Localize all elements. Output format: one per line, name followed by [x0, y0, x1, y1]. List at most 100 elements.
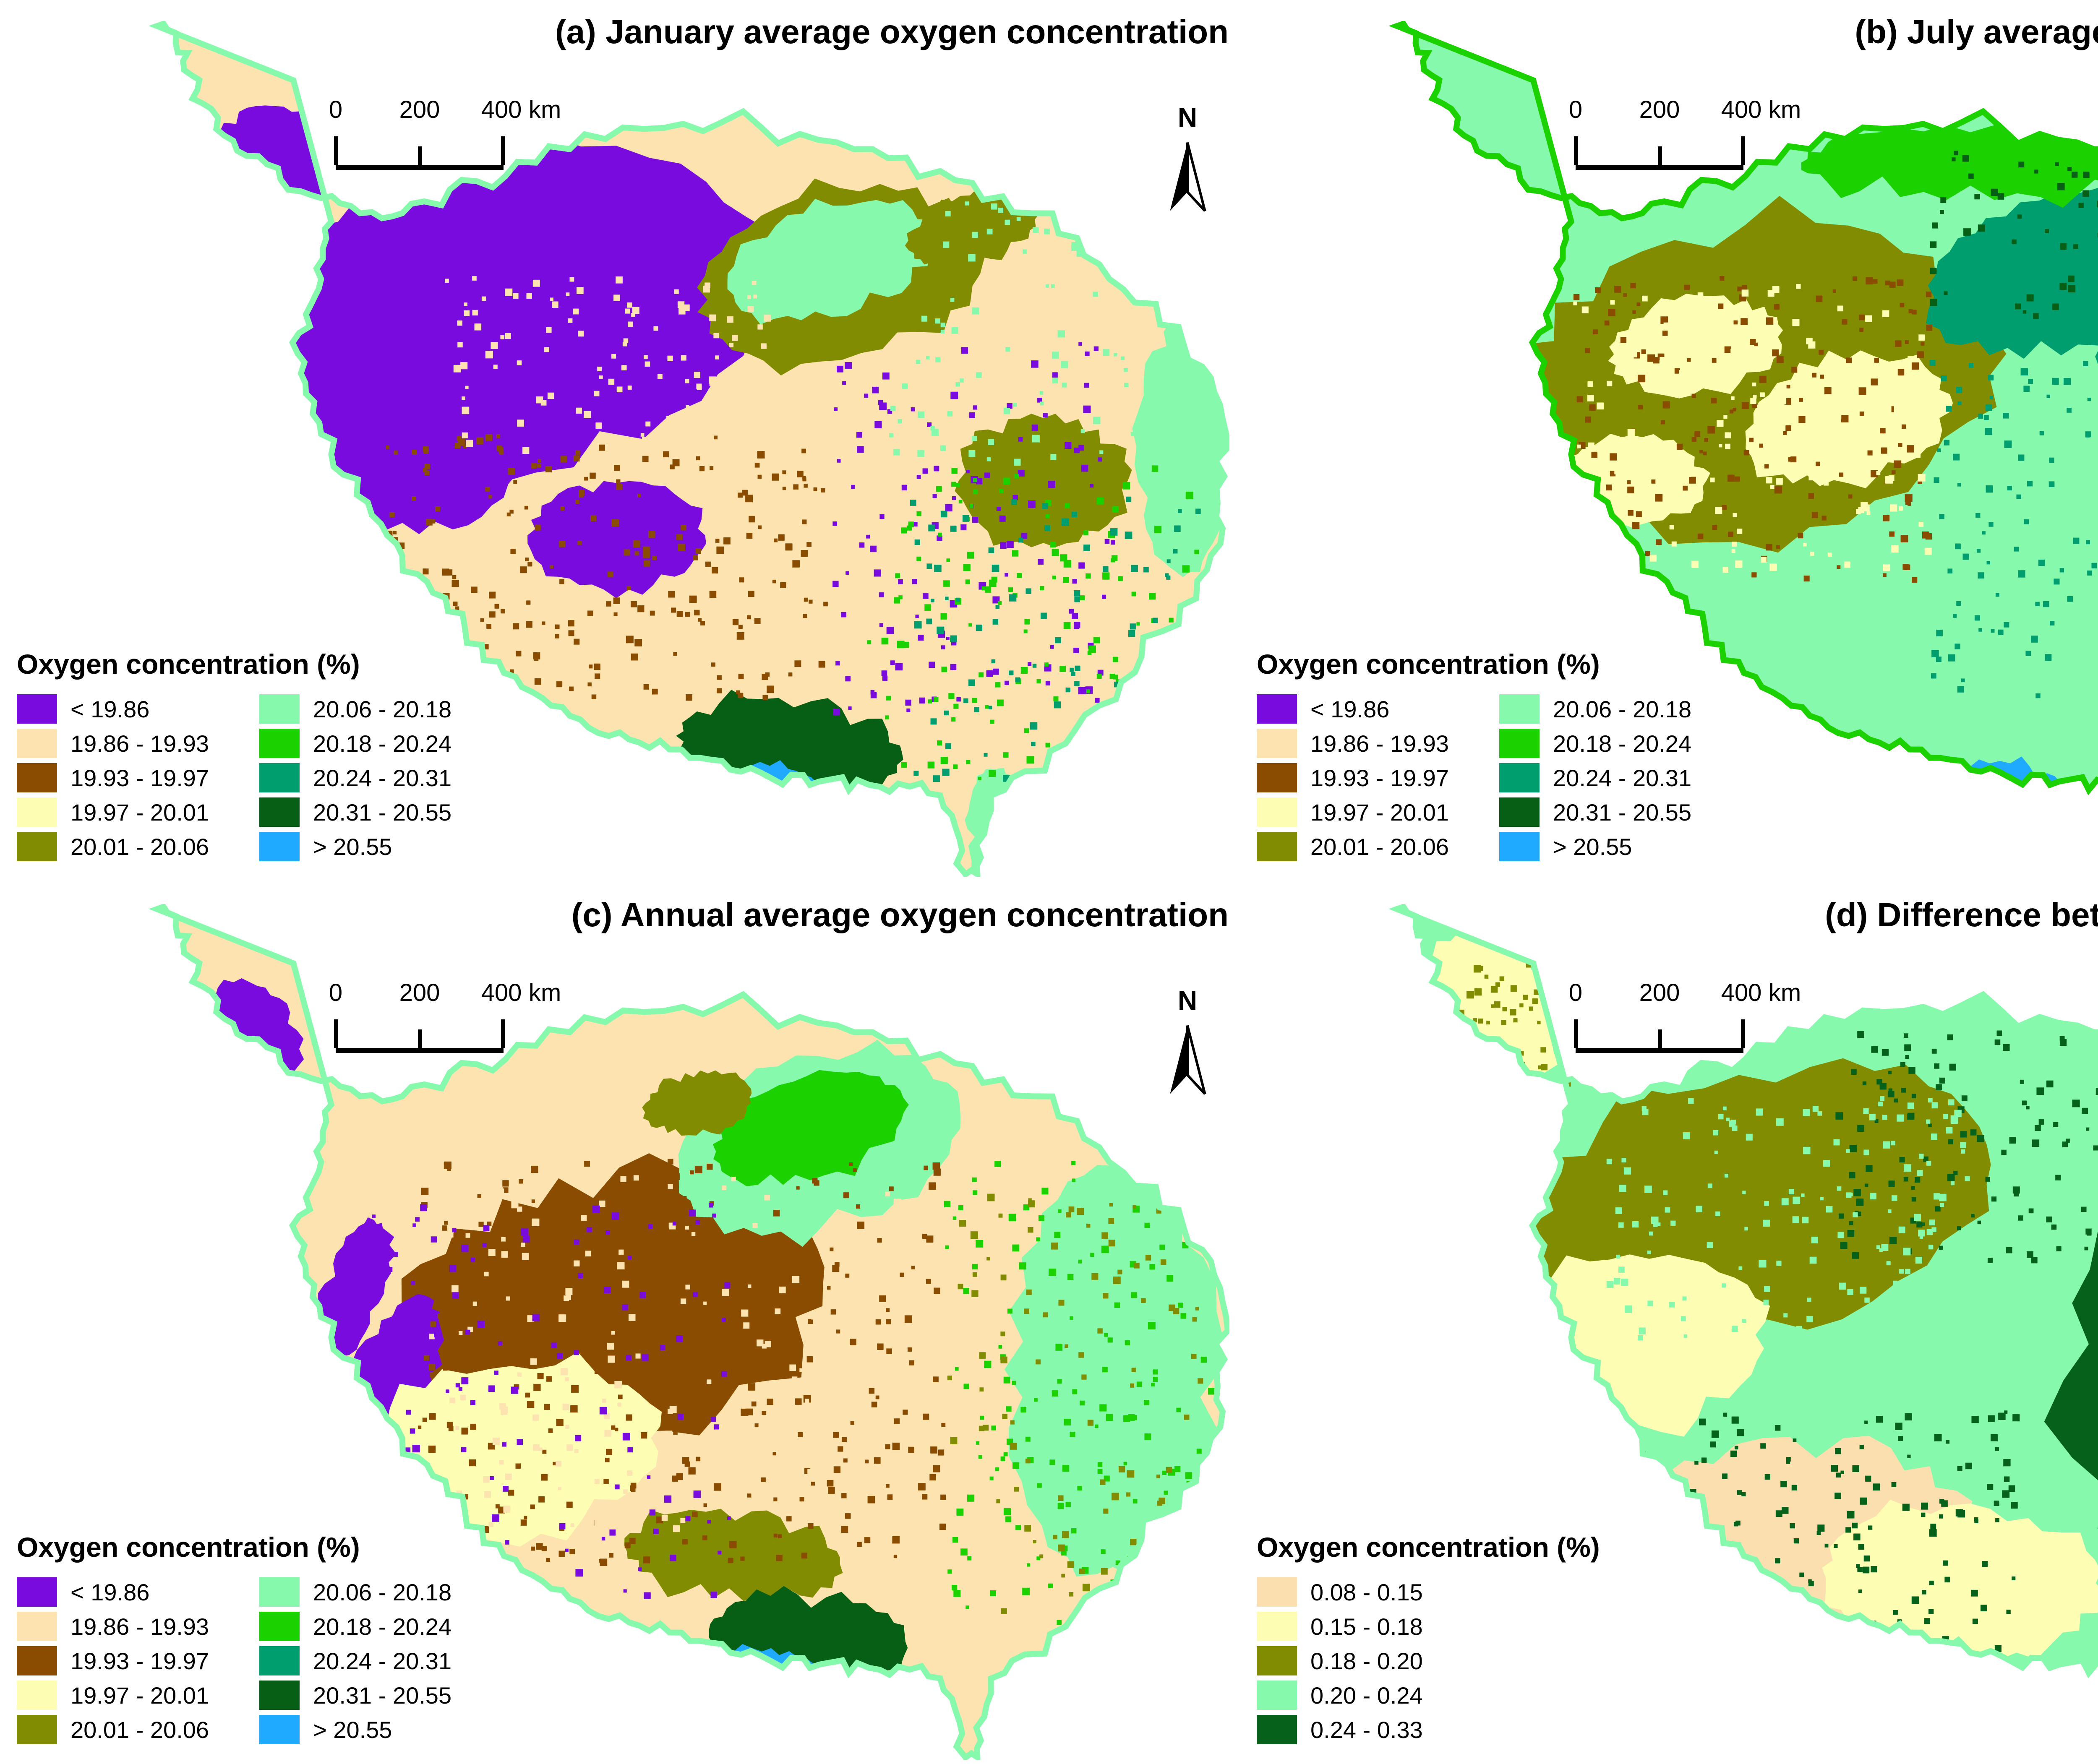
legend-row: 19.97 - 20.01	[17, 795, 209, 829]
scale-tick-label: 400	[481, 979, 522, 1006]
scale-tick-label: 200	[399, 96, 440, 123]
legend-row: > 20.55	[1499, 829, 1691, 864]
legend-row: 19.93 - 19.97	[17, 761, 209, 795]
north-arrow: N	[1156, 986, 1219, 1124]
plateau-rim	[1388, 904, 2098, 1678]
legend-row: 20.31 - 20.55	[1499, 795, 1691, 829]
scale-bar: 0 200 400 km	[327, 96, 587, 171]
legend-swatch	[1257, 1646, 1297, 1675]
legend-label: 20.01 - 20.06	[70, 833, 209, 860]
legend-row: 19.97 - 20.01	[1257, 795, 1449, 829]
legend-label: 0.08 - 0.15	[1310, 1579, 1423, 1605]
legend-row: 20.06 - 20.18	[259, 692, 451, 726]
panel-a: (a) January average oxygen concentration…	[0, 0, 1238, 881]
scale-tick-label: 400	[1721, 979, 1762, 1006]
legend-swatch	[1257, 1681, 1297, 1710]
legend-label: 20.01 - 20.06	[70, 1716, 209, 1743]
legend-swatch	[17, 797, 57, 827]
map-region-blob	[1132, 321, 1228, 577]
legend-row: > 20.55	[259, 829, 451, 864]
legend-label: 0.15 - 0.18	[1310, 1613, 1423, 1640]
legend-swatch	[259, 763, 300, 792]
legend-label: 0.20 - 0.24	[1310, 1682, 1423, 1709]
legend-label: 20.24 - 20.31	[1553, 764, 1692, 791]
legend: Oxygen concentration (%) < 19.86 19.86 - …	[17, 1531, 451, 1747]
legend-row: 20.31 - 20.55	[259, 795, 451, 829]
panel-b: (b) July average oxygen concentration 0 …	[1240, 0, 2098, 881]
north-label: N	[1177, 985, 1198, 1016]
legend-row: 19.93 - 19.97	[1257, 761, 1449, 795]
map-region-blob	[1608, 294, 1783, 399]
legend-entries: < 19.86 19.86 - 19.93 19.93 - 19.97 19.97 -…	[17, 1575, 451, 1747]
legend-row: 19.97 - 20.01	[17, 1678, 209, 1712]
legend: Oxygen concentration (%) 0.08 - 0.15 0.15…	[1257, 1531, 1600, 1747]
scale-unit-label: km	[1769, 979, 1801, 1006]
legend-swatch	[259, 832, 300, 861]
map-region-blob	[527, 481, 706, 598]
legend-row: 19.86 - 19.93	[17, 726, 209, 761]
legend: Oxygen concentration (%) < 19.86 19.86 - …	[1257, 648, 1691, 864]
legend-swatch	[259, 1577, 300, 1607]
legend-label: 19.97 - 20.01	[70, 1682, 209, 1709]
legend-label: 20.01 - 20.06	[1310, 833, 1449, 860]
legend-swatch	[1257, 832, 1297, 861]
plateau-rim	[149, 904, 1229, 1760]
legend-label: 0.18 - 0.20	[1310, 1647, 1423, 1674]
legend-row: 20.06 - 20.18	[1499, 692, 1691, 726]
panel-d-title: (d) Difference between July and January	[1825, 896, 2098, 933]
scale-unit-label: km	[529, 979, 561, 1006]
legend-row: 20.24 - 20.31	[1499, 761, 1691, 795]
legend-label: 20.06 - 20.18	[313, 696, 452, 722]
legend-swatch	[1499, 729, 1540, 758]
scale-tick-label: 400	[481, 96, 522, 123]
legend-label: 19.86 - 19.93	[1310, 730, 1449, 757]
map-region-blob	[1926, 182, 2098, 359]
legend-swatch	[259, 1612, 300, 1641]
panel-d: (d) Difference between July and January …	[1240, 883, 2098, 1764]
legend-label: > 20.55	[313, 1716, 392, 1743]
legend-swatch	[1499, 832, 1540, 861]
legend-swatch	[17, 729, 57, 758]
scale-bar: 0 200 400 km	[1567, 979, 1827, 1054]
scale-bar-line	[334, 1019, 505, 1053]
legend-row: 0.08 - 0.15	[1257, 1575, 1600, 1609]
panel-c: (c) Annual average oxygen concentration …	[0, 883, 1238, 1764]
map-region-blob	[955, 414, 1132, 547]
legend-row: 19.86 - 19.93	[17, 1609, 209, 1644]
legend-label: 20.06 - 20.18	[1553, 696, 1692, 722]
scale-tick-label: 400	[1721, 96, 1762, 123]
scale-bar: 0 200 400 km	[1567, 96, 1827, 171]
legend-row: 19.86 - 19.93	[1257, 726, 1449, 761]
legend-row: 20.01 - 20.06	[1257, 829, 1449, 864]
north-label: N	[1177, 102, 1198, 133]
plateau-rim	[1388, 21, 2098, 795]
panel-c-title: (c) Annual average oxygen concentration	[571, 896, 1229, 933]
legend-swatch	[17, 1577, 57, 1607]
legend-row: > 20.55	[259, 1712, 451, 1747]
north-arrow-icon	[1170, 1025, 1206, 1095]
legend-label: 20.24 - 20.31	[313, 1647, 452, 1674]
legend-label: 20.31 - 20.55	[1553, 799, 1692, 826]
map-region-blob	[1822, 1499, 2098, 1661]
legend-label: > 20.55	[1553, 833, 1632, 860]
legend-row: 20.18 - 20.24	[259, 1609, 451, 1644]
scale-unit-label: km	[529, 96, 561, 123]
legend-label: 20.31 - 20.55	[313, 1682, 452, 1709]
scale-tick-label: 0	[1568, 96, 1583, 123]
legend-label: 20.31 - 20.55	[313, 799, 452, 826]
legend-swatch	[1257, 1577, 1297, 1607]
legend-label: 20.18 - 20.24	[313, 1613, 452, 1640]
map-region-blob	[905, 187, 1039, 271]
legend-label: < 19.86	[70, 696, 150, 722]
legend-swatch	[17, 832, 57, 861]
legend-row: 20.24 - 20.31	[259, 1644, 451, 1678]
scale-tick-label: 0	[329, 979, 343, 1006]
legend-swatch	[1257, 1612, 1297, 1641]
legend-swatch	[1257, 797, 1297, 827]
scale-tick-label: 0	[1568, 979, 1583, 1006]
legend-label: < 19.86	[70, 1579, 150, 1605]
scale-bar-line	[1574, 135, 1745, 170]
legend-label: 19.86 - 19.93	[70, 730, 209, 757]
legend-row: < 19.86	[17, 1575, 209, 1609]
legend-swatch	[1499, 694, 1540, 724]
